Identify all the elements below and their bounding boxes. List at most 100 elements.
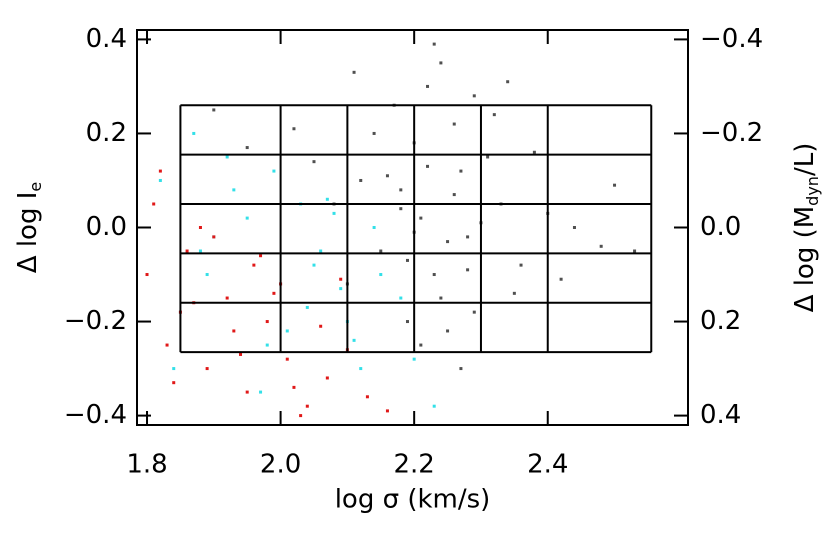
scatter-point bbox=[446, 240, 450, 244]
scatter-point bbox=[385, 174, 389, 178]
scatter-point bbox=[212, 235, 216, 239]
scatter-point bbox=[599, 244, 603, 248]
scatter-point bbox=[312, 160, 316, 164]
scatter-point bbox=[325, 376, 329, 380]
y2-tick-label: 0.4 bbox=[700, 400, 741, 430]
scatter-point bbox=[372, 131, 376, 135]
scatter-point bbox=[259, 254, 263, 258]
scatter-point bbox=[198, 226, 202, 229]
scatter-point bbox=[172, 367, 176, 371]
scatter-point bbox=[532, 150, 536, 154]
x-tick-label: 2.4 bbox=[527, 450, 568, 480]
scatter-point bbox=[412, 357, 416, 361]
y-axis-label-part: Δ log I bbox=[13, 192, 43, 274]
scatter-point bbox=[312, 263, 316, 267]
scatter-point bbox=[325, 197, 329, 201]
scatter-point bbox=[245, 390, 249, 394]
y2-axis-label: Δ log (Mdyn/L) bbox=[790, 143, 822, 313]
y-tick-label: 0.2 bbox=[86, 118, 127, 148]
scatter-point bbox=[365, 395, 369, 399]
scatter-point bbox=[198, 249, 202, 253]
scatter-point bbox=[232, 188, 236, 192]
scatter-point bbox=[446, 329, 450, 333]
scatter-point bbox=[466, 268, 470, 272]
scatter-point bbox=[405, 258, 409, 262]
y2-tick-label: −0.4 bbox=[700, 24, 763, 54]
scatter-point bbox=[245, 146, 249, 150]
scatter-point bbox=[372, 226, 376, 229]
scatter-point bbox=[559, 277, 563, 281]
scatter-point bbox=[459, 169, 463, 173]
scatter-point bbox=[405, 320, 409, 324]
scatter-point bbox=[359, 367, 363, 371]
scatter-point bbox=[452, 193, 456, 197]
scatter-point bbox=[285, 329, 289, 333]
scatter-point bbox=[305, 404, 309, 408]
scatter-point bbox=[158, 178, 162, 182]
scatter-point bbox=[165, 343, 169, 347]
scatter-point bbox=[572, 226, 576, 229]
scatter-point bbox=[319, 249, 323, 253]
y-tick-label: −0.4 bbox=[64, 400, 127, 430]
scatter-point bbox=[205, 367, 209, 371]
scatter-point bbox=[299, 414, 303, 418]
scatter-point bbox=[339, 287, 343, 291]
scatter-point bbox=[385, 409, 389, 413]
scatter-point bbox=[432, 273, 436, 277]
scatter-point bbox=[512, 291, 516, 295]
scatter-point bbox=[305, 305, 309, 309]
scatter-point bbox=[352, 338, 356, 342]
scatter-point bbox=[225, 296, 229, 300]
y-axis-label: Δ log Ie bbox=[13, 182, 45, 273]
scatter-point bbox=[419, 343, 423, 347]
x-tick-label: 2.0 bbox=[260, 450, 301, 480]
scatter-point bbox=[285, 357, 289, 361]
scatter-point bbox=[472, 94, 476, 98]
scatter-point bbox=[272, 169, 276, 173]
scatter-point bbox=[292, 385, 296, 389]
y-tick-label: −0.2 bbox=[64, 306, 127, 336]
scatter-point bbox=[426, 164, 430, 168]
scatter-point bbox=[172, 381, 176, 385]
scatter-point bbox=[519, 263, 523, 267]
scatter-point bbox=[245, 216, 249, 220]
y-tick-label: 0.4 bbox=[86, 24, 127, 54]
scatter-point bbox=[225, 155, 229, 159]
scatter-point bbox=[452, 122, 456, 126]
scatter-point bbox=[339, 277, 343, 281]
scatter-point bbox=[379, 249, 383, 253]
scatter-point bbox=[145, 273, 149, 277]
plot-frame bbox=[136, 29, 689, 426]
scatter-point bbox=[399, 296, 403, 300]
scatter-point bbox=[292, 127, 296, 131]
scatter-point bbox=[379, 273, 383, 277]
scatter-point bbox=[152, 202, 156, 206]
scatter-point bbox=[399, 188, 403, 192]
x-tick-label: 2.2 bbox=[393, 450, 434, 480]
y2-tick-label: −0.2 bbox=[700, 118, 763, 148]
scatter-point bbox=[319, 324, 323, 328]
y-tick-label: 0.0 bbox=[86, 212, 127, 242]
scatter-point bbox=[426, 84, 430, 88]
scatter-point bbox=[492, 113, 496, 117]
scatter-point bbox=[265, 343, 269, 347]
x-tick-label: 1.8 bbox=[126, 450, 167, 480]
scatter-point bbox=[259, 390, 263, 394]
x-axis-label: log σ (km/s) bbox=[335, 485, 491, 515]
scatter-point bbox=[265, 320, 269, 324]
scatter-point bbox=[205, 273, 209, 277]
y2-axis-label-part: Δ log (M bbox=[790, 206, 820, 313]
y2-axis-label-part: /L) bbox=[790, 143, 820, 176]
scatter-point bbox=[633, 249, 637, 253]
y-axis-label-part: e bbox=[26, 182, 45, 192]
scatter-point bbox=[506, 80, 510, 84]
scatter-point bbox=[272, 291, 276, 295]
scatter-point bbox=[212, 108, 216, 112]
scatter-point bbox=[185, 249, 189, 253]
y2-axis-label-part: dyn bbox=[803, 176, 822, 206]
scatter-point bbox=[232, 329, 236, 333]
scatter-point bbox=[472, 310, 476, 314]
scatter-point bbox=[613, 183, 617, 187]
